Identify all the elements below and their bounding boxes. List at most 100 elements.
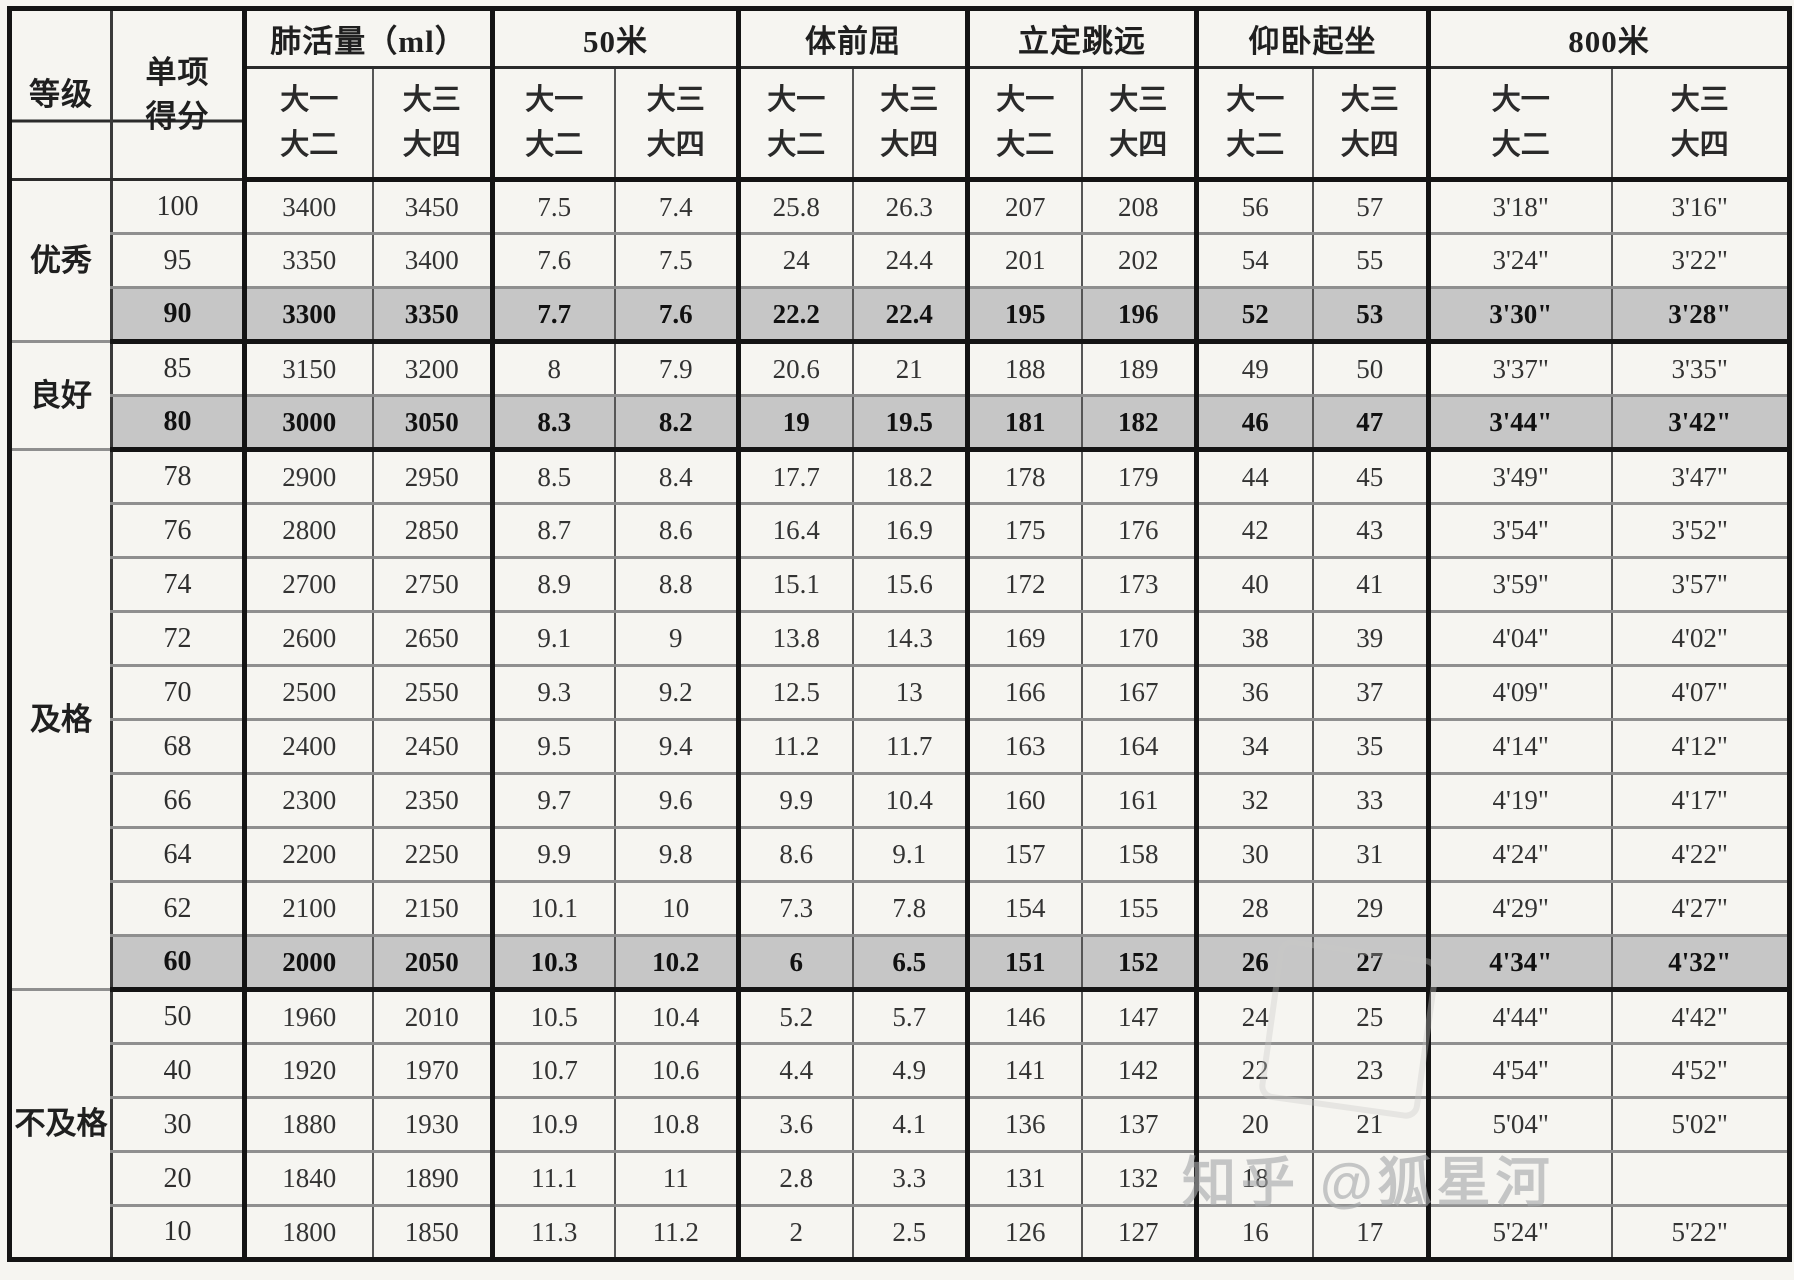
value-cell: 7.8 <box>851 880 969 937</box>
value-cell: 3'59" <box>1426 556 1613 613</box>
value-cell: 11.2 <box>736 718 854 775</box>
value-cell: 20 <box>1194 1096 1314 1153</box>
value-cell: 2200 <box>242 826 374 883</box>
fitness-score-table: 等级 单项 得分 肺活量（ml） 50米 体前屈 立定跳远 仰卧起坐 800米 … <box>7 6 1792 1262</box>
value-cell: 136 <box>965 1096 1083 1153</box>
value-cell: 5.7 <box>851 988 969 1045</box>
table-row: 40 1920 1970 10.7 10.6 4.4 4.9 141 142 22 23 4'54" 4… <box>10 1042 1791 1099</box>
value-cell <box>1610 1150 1791 1207</box>
value-cell: 3'52" <box>1610 502 1791 559</box>
value-cell: 2000 <box>242 934 374 992</box>
value-cell: 126 <box>965 1204 1083 1262</box>
score-cell: 40 <box>110 1042 246 1099</box>
value-cell: 12.5 <box>736 664 854 721</box>
table-row: 良好 85 3150 3200 8 7.9 20.6 21 188 189 49 50 3'37" 3'3… <box>8 340 1791 451</box>
value-cell: 6.5 <box>851 934 969 992</box>
value-cell: 142 <box>1080 1042 1198 1099</box>
value-cell: 4'32" <box>1610 934 1791 992</box>
value-cell: 8.2 <box>613 394 740 452</box>
value-cell: 179 <box>1080 448 1198 505</box>
table-row: 30 1880 1930 10.9 10.8 3.6 4.1 136 137 20 21 5'04" 5… <box>10 1096 1791 1153</box>
score-cell: 50 <box>110 988 246 1045</box>
table-row: 95 3350 3400 7.6 7.5 24 24.4 201 202 54 55 3'24" 3'2… <box>10 232 1791 289</box>
value-cell: 10.1 <box>490 880 616 937</box>
value-cell: 2400 <box>242 718 374 775</box>
table-row: 64 2200 2250 9.9 9.8 8.6 9.1 157 158 30 31 4'24" 4'2… <box>10 826 1791 883</box>
value-cell: 4.9 <box>851 1042 969 1099</box>
header-row-events: 等级 单项 得分 肺活量（ml） 50米 体前屈 立定跳远 仰卧起坐 800米 <box>8 6 1791 181</box>
value-cell: 41 <box>1311 556 1430 613</box>
value-cell: 20.6 <box>736 340 854 397</box>
score-cell: 95 <box>110 232 246 289</box>
subheader-freshman-sophomore: 大一 大二 <box>736 66 854 182</box>
value-cell: 2450 <box>371 718 494 775</box>
value-cell: 19.5 <box>851 394 969 452</box>
value-cell: 170 <box>1080 610 1198 667</box>
value-cell: 3.3 <box>851 1150 969 1207</box>
value-cell: 17 <box>1311 1204 1430 1262</box>
value-cell: 137 <box>1080 1096 1198 1153</box>
value-cell: 55 <box>1311 232 1430 289</box>
value-cell: 10.8 <box>613 1096 740 1153</box>
subheader-freshman-sophomore: 大一 大二 <box>965 66 1083 182</box>
score-cell: 78 <box>110 448 246 505</box>
value-cell: 4'42" <box>1610 988 1791 1045</box>
value-cell: 5'22" <box>1610 1204 1791 1262</box>
value-cell: 7.9 <box>613 340 740 397</box>
value-cell: 6 <box>736 934 854 992</box>
value-cell: 11.7 <box>851 718 969 775</box>
value-cell: 7.5 <box>490 178 616 235</box>
subheader-junior-senior: 大三 大四 <box>1311 66 1430 182</box>
value-cell: 34 <box>1194 718 1314 775</box>
value-cell: 4'44" <box>1426 988 1613 1045</box>
value-cell: 4'12" <box>1610 718 1791 775</box>
table-row: 72 2600 2650 9.1 9 13.8 14.3 169 170 38 39 4'04" 4'0… <box>10 610 1791 667</box>
value-cell: 3'18" <box>1426 178 1613 235</box>
value-cell: 22.4 <box>851 286 969 344</box>
value-cell: 26 <box>1194 934 1314 992</box>
value-cell: 4.4 <box>736 1042 854 1099</box>
table-row: 20 1840 1890 11.1 11 2.8 3.3 131 132 18 <box>10 1150 1791 1207</box>
value-cell: 4'34" <box>1426 934 1613 992</box>
value-cell: 7.7 <box>490 286 616 344</box>
value-cell: 26.3 <box>851 178 969 235</box>
value-cell: 182 <box>1080 394 1198 452</box>
value-cell: 8.8 <box>613 556 740 613</box>
table-row: 62 2100 2150 10.1 10 7.3 7.8 154 155 28 29 4'29" 4'2… <box>10 880 1791 937</box>
value-cell: 2250 <box>371 826 494 883</box>
score-cell: 10 <box>110 1204 246 1262</box>
value-cell: 5'04" <box>1426 1096 1613 1153</box>
value-cell: 17.7 <box>736 448 854 505</box>
value-cell: 2500 <box>242 664 374 721</box>
value-cell: 4'04" <box>1426 610 1613 667</box>
value-cell: 10.4 <box>851 772 969 829</box>
value-cell: 3'54" <box>1426 502 1613 559</box>
value-cell: 127 <box>1080 1204 1198 1262</box>
value-cell: 175 <box>965 502 1083 559</box>
value-cell: 169 <box>965 610 1083 667</box>
value-cell: 10.2 <box>613 934 740 992</box>
value-cell: 15.6 <box>851 556 969 613</box>
header-event-800m: 800米 <box>1426 6 1791 69</box>
value-cell: 3150 <box>242 340 374 397</box>
value-cell: 11.2 <box>613 1204 740 1262</box>
grade-group-label: 及格 <box>8 448 113 991</box>
value-cell: 3'37" <box>1426 340 1613 397</box>
value-cell: 9.1 <box>851 826 969 883</box>
value-cell: 2900 <box>242 448 374 505</box>
value-cell: 178 <box>965 448 1083 505</box>
value-cell: 54 <box>1194 232 1314 289</box>
subheader-junior-senior: 大三 大四 <box>851 66 969 182</box>
value-cell: 2350 <box>371 772 494 829</box>
value-cell: 3450 <box>371 178 494 235</box>
value-cell: 42 <box>1194 502 1314 559</box>
header-row-grades: 大一 大二 大三 大四 大一 大二 大三 大四 大一 大二 大三 大四 大一 大… <box>10 66 1791 182</box>
table-row: 90 3300 3350 7.7 7.6 22.2 22.4 195 196 52 53 3'30" 3… <box>9 286 1791 344</box>
value-cell: 152 <box>1080 934 1198 992</box>
value-cell: 155 <box>1080 880 1198 937</box>
value-cell: 201 <box>965 232 1083 289</box>
score-cell: 68 <box>110 718 246 775</box>
value-cell: 13.8 <box>736 610 854 667</box>
value-cell: 31 <box>1311 826 1430 883</box>
